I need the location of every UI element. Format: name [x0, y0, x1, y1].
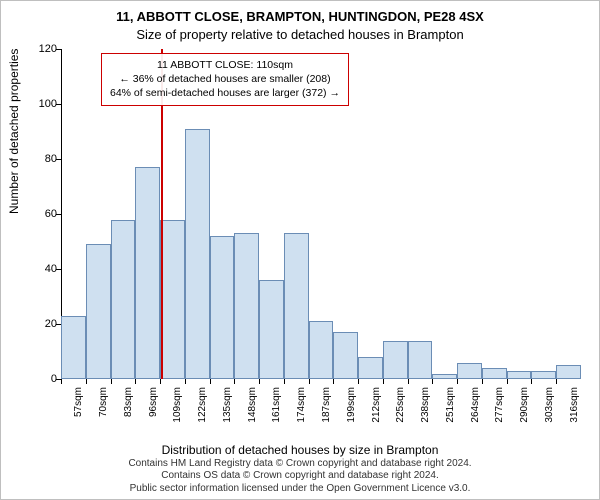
annotation-line-2: ← 36% of detached houses are smaller (20… — [110, 72, 340, 86]
y-tick-label: 20 — [29, 318, 57, 330]
x-tick-mark — [259, 379, 260, 384]
footer-attribution: Contains HM Land Registry data © Crown c… — [1, 458, 599, 496]
histogram-bar — [408, 341, 433, 380]
x-tick-mark — [432, 379, 433, 384]
x-tick-label: 96sqm — [148, 387, 159, 427]
x-tick-mark — [86, 379, 87, 384]
x-tick-mark — [507, 379, 508, 384]
x-tick-mark — [531, 379, 532, 384]
x-tick-mark — [284, 379, 285, 384]
x-tick-label: 238sqm — [420, 387, 431, 427]
histogram-bar — [333, 332, 358, 379]
histogram-bar — [556, 365, 581, 379]
y-tick-mark — [56, 269, 61, 270]
x-tick-mark — [111, 379, 112, 384]
x-tick-label: 70sqm — [98, 387, 109, 427]
x-tick-label: 174sqm — [296, 387, 307, 427]
x-tick-mark — [309, 379, 310, 384]
x-tick-mark — [358, 379, 359, 384]
x-tick-label: 161sqm — [271, 387, 282, 427]
x-tick-mark — [408, 379, 409, 384]
histogram-bar — [160, 220, 185, 380]
x-tick-label: 290sqm — [519, 387, 530, 427]
footer-line-3: Public sector information licensed under… — [1, 483, 599, 496]
annotation-box: 11 ABBOTT CLOSE: 110sqm← 36% of detached… — [101, 53, 349, 106]
histogram-bar — [210, 236, 235, 379]
x-tick-mark — [234, 379, 235, 384]
footer-line-1: Contains HM Land Registry data © Crown c… — [1, 458, 599, 471]
x-tick-label: 83sqm — [123, 387, 134, 427]
x-tick-mark — [556, 379, 557, 384]
y-tick-label: 120 — [29, 43, 57, 55]
histogram-bar — [61, 316, 86, 379]
x-tick-mark — [160, 379, 161, 384]
annotation-line-1: 11 ABBOTT CLOSE: 110sqm — [110, 58, 340, 72]
histogram-bar — [185, 129, 210, 379]
x-tick-label: 264sqm — [470, 387, 481, 427]
x-tick-label: 57sqm — [73, 387, 84, 427]
histogram-bar — [507, 371, 532, 379]
histogram-bar — [482, 368, 507, 379]
x-tick-mark — [383, 379, 384, 384]
x-tick-label: 199sqm — [346, 387, 357, 427]
histogram-bar — [259, 280, 284, 379]
histogram-bar — [135, 167, 160, 379]
chart-title-line2: Size of property relative to detached ho… — [1, 27, 599, 42]
histogram-bar — [457, 363, 482, 380]
histogram-bar — [383, 341, 408, 380]
y-tick-label: 0 — [29, 373, 57, 385]
plot-area: 11 ABBOTT CLOSE: 110sqm← 36% of detached… — [61, 49, 581, 379]
y-tick-label: 40 — [29, 263, 57, 275]
y-tick-label: 100 — [29, 98, 57, 110]
x-tick-label: 135sqm — [222, 387, 233, 427]
annotation-line-3: 64% of semi-detached houses are larger (… — [110, 86, 340, 100]
chart-container: 11, ABBOTT CLOSE, BRAMPTON, HUNTINGDON, … — [0, 0, 600, 500]
y-tick-label: 80 — [29, 153, 57, 165]
chart-title-line1: 11, ABBOTT CLOSE, BRAMPTON, HUNTINGDON, … — [1, 9, 599, 24]
histogram-bar — [86, 244, 111, 379]
y-tick-label: 60 — [29, 208, 57, 220]
footer-line-2: Contains OS data © Crown copyright and d… — [1, 470, 599, 483]
histogram-bar — [234, 233, 259, 379]
x-tick-label: 303sqm — [544, 387, 555, 427]
x-tick-label: 277sqm — [494, 387, 505, 427]
x-tick-mark — [135, 379, 136, 384]
x-axis-label: Distribution of detached houses by size … — [1, 443, 599, 457]
histogram-bar — [432, 374, 457, 380]
x-tick-label: 225sqm — [395, 387, 406, 427]
x-tick-mark — [457, 379, 458, 384]
y-tick-mark — [56, 214, 61, 215]
histogram-bar — [284, 233, 309, 379]
x-tick-label: 148sqm — [247, 387, 258, 427]
y-axis-label: Number of detached properties — [7, 49, 21, 214]
x-tick-label: 251sqm — [445, 387, 456, 427]
x-tick-mark — [333, 379, 334, 384]
y-tick-mark — [56, 49, 61, 50]
histogram-bar — [531, 371, 556, 379]
y-tick-mark — [56, 104, 61, 105]
histogram-bar — [358, 357, 383, 379]
histogram-bar — [111, 220, 136, 380]
y-tick-mark — [56, 324, 61, 325]
x-tick-label: 122sqm — [197, 387, 208, 427]
x-tick-mark — [61, 379, 62, 384]
x-tick-mark — [482, 379, 483, 384]
x-tick-label: 109sqm — [172, 387, 183, 427]
x-tick-mark — [185, 379, 186, 384]
y-tick-mark — [56, 159, 61, 160]
x-tick-label: 212sqm — [371, 387, 382, 427]
x-tick-label: 316sqm — [569, 387, 580, 427]
histogram-bar — [309, 321, 334, 379]
x-tick-mark — [210, 379, 211, 384]
x-tick-label: 187sqm — [321, 387, 332, 427]
